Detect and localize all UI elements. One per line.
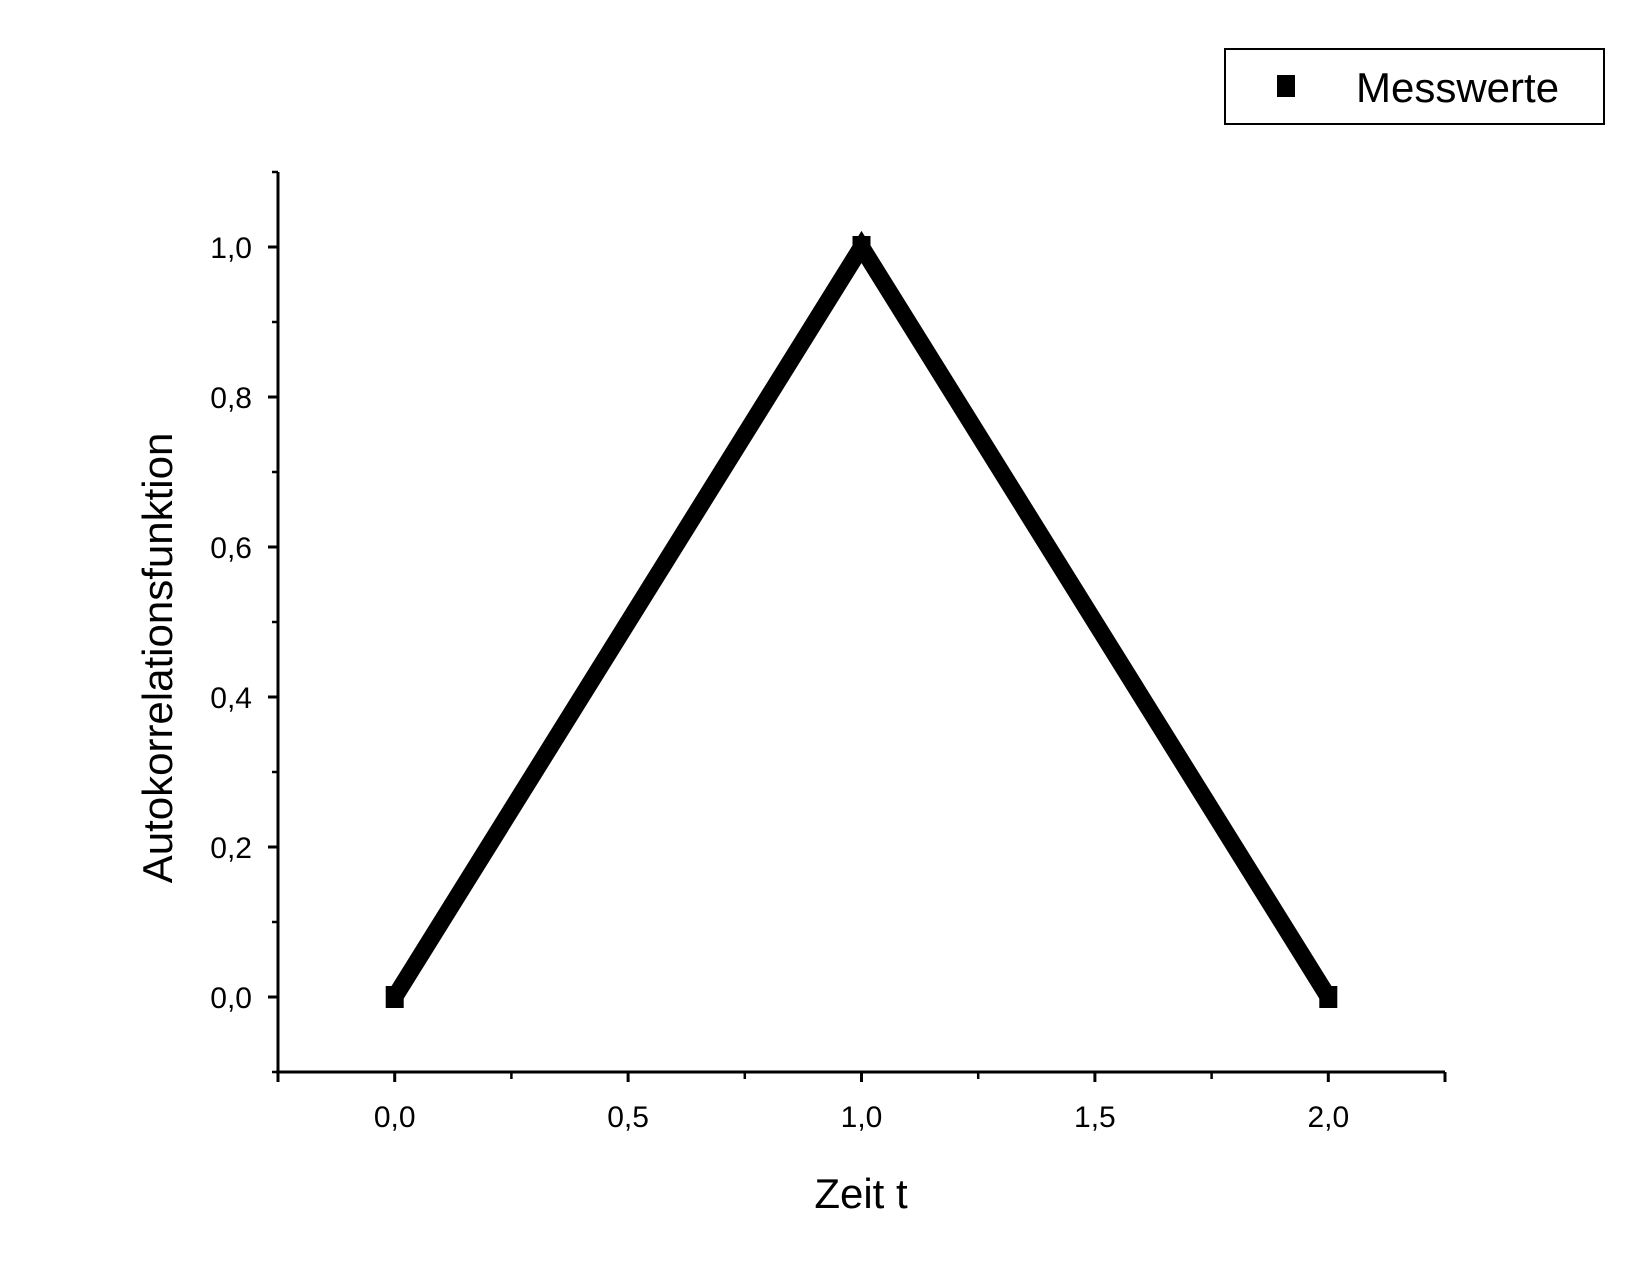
y-tick-label: 0,6	[210, 532, 252, 565]
y-tick-label: 0,2	[210, 832, 252, 865]
x-tick-label: 0,0	[374, 1101, 416, 1134]
y-tick-label: 0,0	[210, 982, 252, 1015]
axes	[276, 172, 1445, 1074]
legend-label: Messwerte	[1356, 64, 1559, 111]
legend-marker-icon	[1277, 75, 1295, 97]
x-tick-label: 1,5	[1074, 1101, 1116, 1134]
y-axis-title: Autokorrelationsfunktion	[134, 433, 181, 884]
y-tick-label: 0,4	[210, 682, 252, 715]
data-point	[385, 986, 404, 1008]
x-tick-label: 0,5	[607, 1101, 649, 1134]
x-tick-label: 2,0	[1307, 1101, 1349, 1134]
x-ticks: 0,0 0,5 1,0 1,5 2,0	[276, 1072, 1447, 1134]
data-point	[1319, 986, 1338, 1008]
series-line	[387, 230, 1336, 1002]
y-ticks: 0,0 0,2 0,4 0,6 0,8 1,0	[210, 170, 278, 1074]
y-tick-label: 0,8	[210, 382, 252, 415]
x-tick-label: 1,0	[841, 1101, 883, 1134]
x-axis-title: Zeit t	[814, 1170, 908, 1217]
plot-area	[385, 230, 1338, 1008]
data-point	[852, 236, 871, 258]
legend: Messwerte	[1224, 48, 1605, 125]
y-tick-label: 1,0	[210, 232, 252, 265]
